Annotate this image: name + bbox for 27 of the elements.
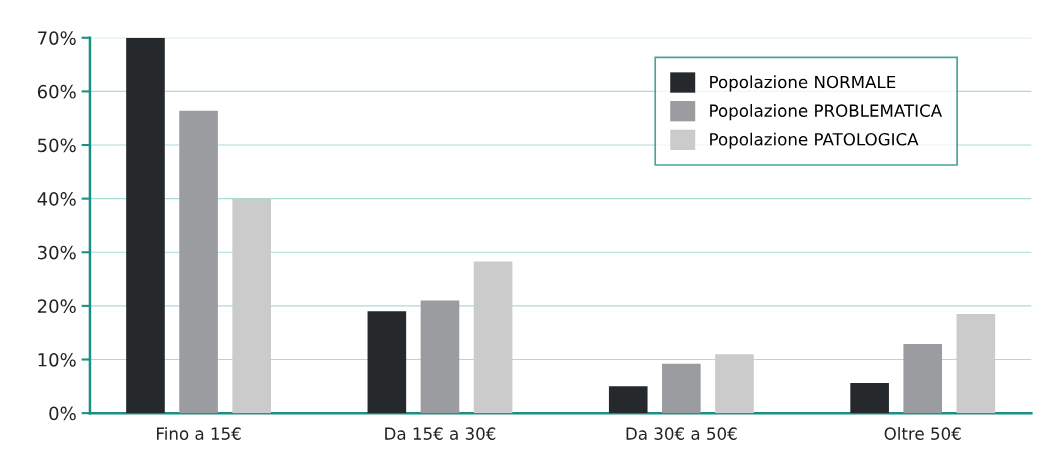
legend-label: Popolazione PROBLEMATICA: [710, 104, 942, 121]
bar: [850, 383, 889, 414]
bar: [715, 354, 754, 414]
bar: [956, 313, 996, 414]
y-tick-label: 60%: [37, 84, 76, 99]
y-tick-label: 10%: [38, 352, 76, 367]
y-tick-label: 50%: [38, 138, 76, 153]
x-tick-label: Oltre 50€: [884, 427, 961, 440]
bar: [179, 110, 218, 414]
bar: [608, 386, 648, 414]
y-tick-label: 30%: [38, 245, 76, 260]
y-tick-label: 20%: [37, 299, 76, 314]
legend-label: Popolazione PATOLOGICA: [710, 132, 919, 149]
legend-label: Popolazione NORMALE: [710, 75, 896, 92]
bar: [903, 343, 943, 414]
bar: [662, 363, 701, 414]
x-tick-label: Da 30€ a 50€: [626, 427, 737, 440]
y-tick-label: 70%: [38, 31, 76, 45]
x-tick-label: Da 15€ a 30€: [385, 427, 496, 440]
y-tick-label: 0%: [49, 406, 76, 421]
y-tick-label: 40%: [37, 192, 76, 206]
bar: [420, 300, 460, 414]
bar: [367, 311, 407, 414]
x-tick-label: Fino a 15€: [157, 427, 241, 440]
bar: [232, 198, 271, 414]
bar: [126, 37, 165, 414]
bar: [473, 261, 513, 414]
